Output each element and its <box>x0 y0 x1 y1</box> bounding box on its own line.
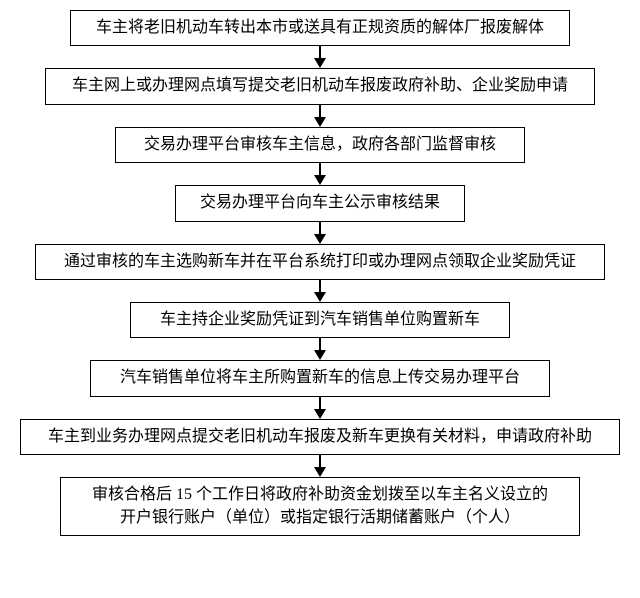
arrow-head-icon <box>314 350 326 360</box>
arrow-shaft <box>319 280 321 292</box>
flow-arrow-down <box>314 46 326 68</box>
flow-node-n7: 汽车销售单位将车主所购置新车的信息上传交易办理平台 <box>90 360 550 396</box>
flow-node-label: 车主网上或办理网点填写提交老旧机动车报废政府补助、企业奖励申请 <box>72 75 568 97</box>
flow-arrow-down <box>314 455 326 477</box>
flow-node-label: 车主持企业奖励凭证到汽车销售单位购置新车 <box>160 309 480 331</box>
flow-node-n2: 车主网上或办理网点填写提交老旧机动车报废政府补助、企业奖励申请 <box>45 68 595 104</box>
arrow-head-icon <box>314 234 326 244</box>
flow-arrow-down <box>314 222 326 244</box>
flow-node-label: 车主将老旧机动车转出本市或送具有正规资质的解体厂报废解体 <box>96 17 544 39</box>
flow-arrow-down <box>314 105 326 127</box>
arrow-shaft <box>319 163 321 175</box>
arrow-shaft <box>319 105 321 117</box>
arrow-shaft <box>319 222 321 234</box>
arrow-shaft <box>319 397 321 409</box>
arrow-head-icon <box>314 467 326 477</box>
flow-node-n6: 车主持企业奖励凭证到汽车销售单位购置新车 <box>130 302 510 338</box>
flow-node-label: 交易办理平台审核车主信息，政府各部门监督审核 <box>144 134 496 156</box>
arrow-head-icon <box>314 58 326 68</box>
flow-node-n1: 车主将老旧机动车转出本市或送具有正规资质的解体厂报废解体 <box>70 10 570 46</box>
flow-arrow-down <box>314 338 326 360</box>
flow-arrow-down <box>314 163 326 185</box>
arrow-head-icon <box>314 175 326 185</box>
arrow-head-icon <box>314 292 326 302</box>
flow-node-n9: 审核合格后 15 个工作日将政府补助资金划拨至以车主名义设立的 开户银行账户（单… <box>60 477 580 536</box>
flow-node-label: 交易办理平台向车主公示审核结果 <box>200 192 440 214</box>
flow-node-label: 汽车销售单位将车主所购置新车的信息上传交易办理平台 <box>120 367 520 389</box>
arrow-shaft <box>319 338 321 350</box>
flow-node-label: 通过审核的车主选购新车并在平台系统打印或办理网点领取企业奖励凭证 <box>64 251 576 273</box>
arrow-head-icon <box>314 409 326 419</box>
flow-node-n5: 通过审核的车主选购新车并在平台系统打印或办理网点领取企业奖励凭证 <box>35 244 605 280</box>
flow-node-label: 车主到业务办理网点提交老旧机动车报废及新车更换有关材料，申请政府补助 <box>48 426 592 448</box>
flow-node-label: 审核合格后 15 个工作日将政府补助资金划拨至以车主名义设立的 开户银行账户（单… <box>92 484 548 529</box>
arrow-head-icon <box>314 117 326 127</box>
flowchart-container: 车主将老旧机动车转出本市或送具有正规资质的解体厂报废解体车主网上或办理网点填写提… <box>20 10 620 536</box>
flow-node-n8: 车主到业务办理网点提交老旧机动车报废及新车更换有关材料，申请政府补助 <box>20 419 620 455</box>
arrow-shaft <box>319 46 321 58</box>
flow-node-n3: 交易办理平台审核车主信息，政府各部门监督审核 <box>115 127 525 163</box>
flow-arrow-down <box>314 280 326 302</box>
flow-node-n4: 交易办理平台向车主公示审核结果 <box>175 185 465 221</box>
flow-arrow-down <box>314 397 326 419</box>
arrow-shaft <box>319 455 321 467</box>
